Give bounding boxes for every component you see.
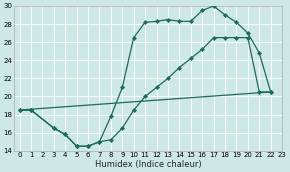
X-axis label: Humidex (Indice chaleur): Humidex (Indice chaleur) — [95, 159, 201, 169]
